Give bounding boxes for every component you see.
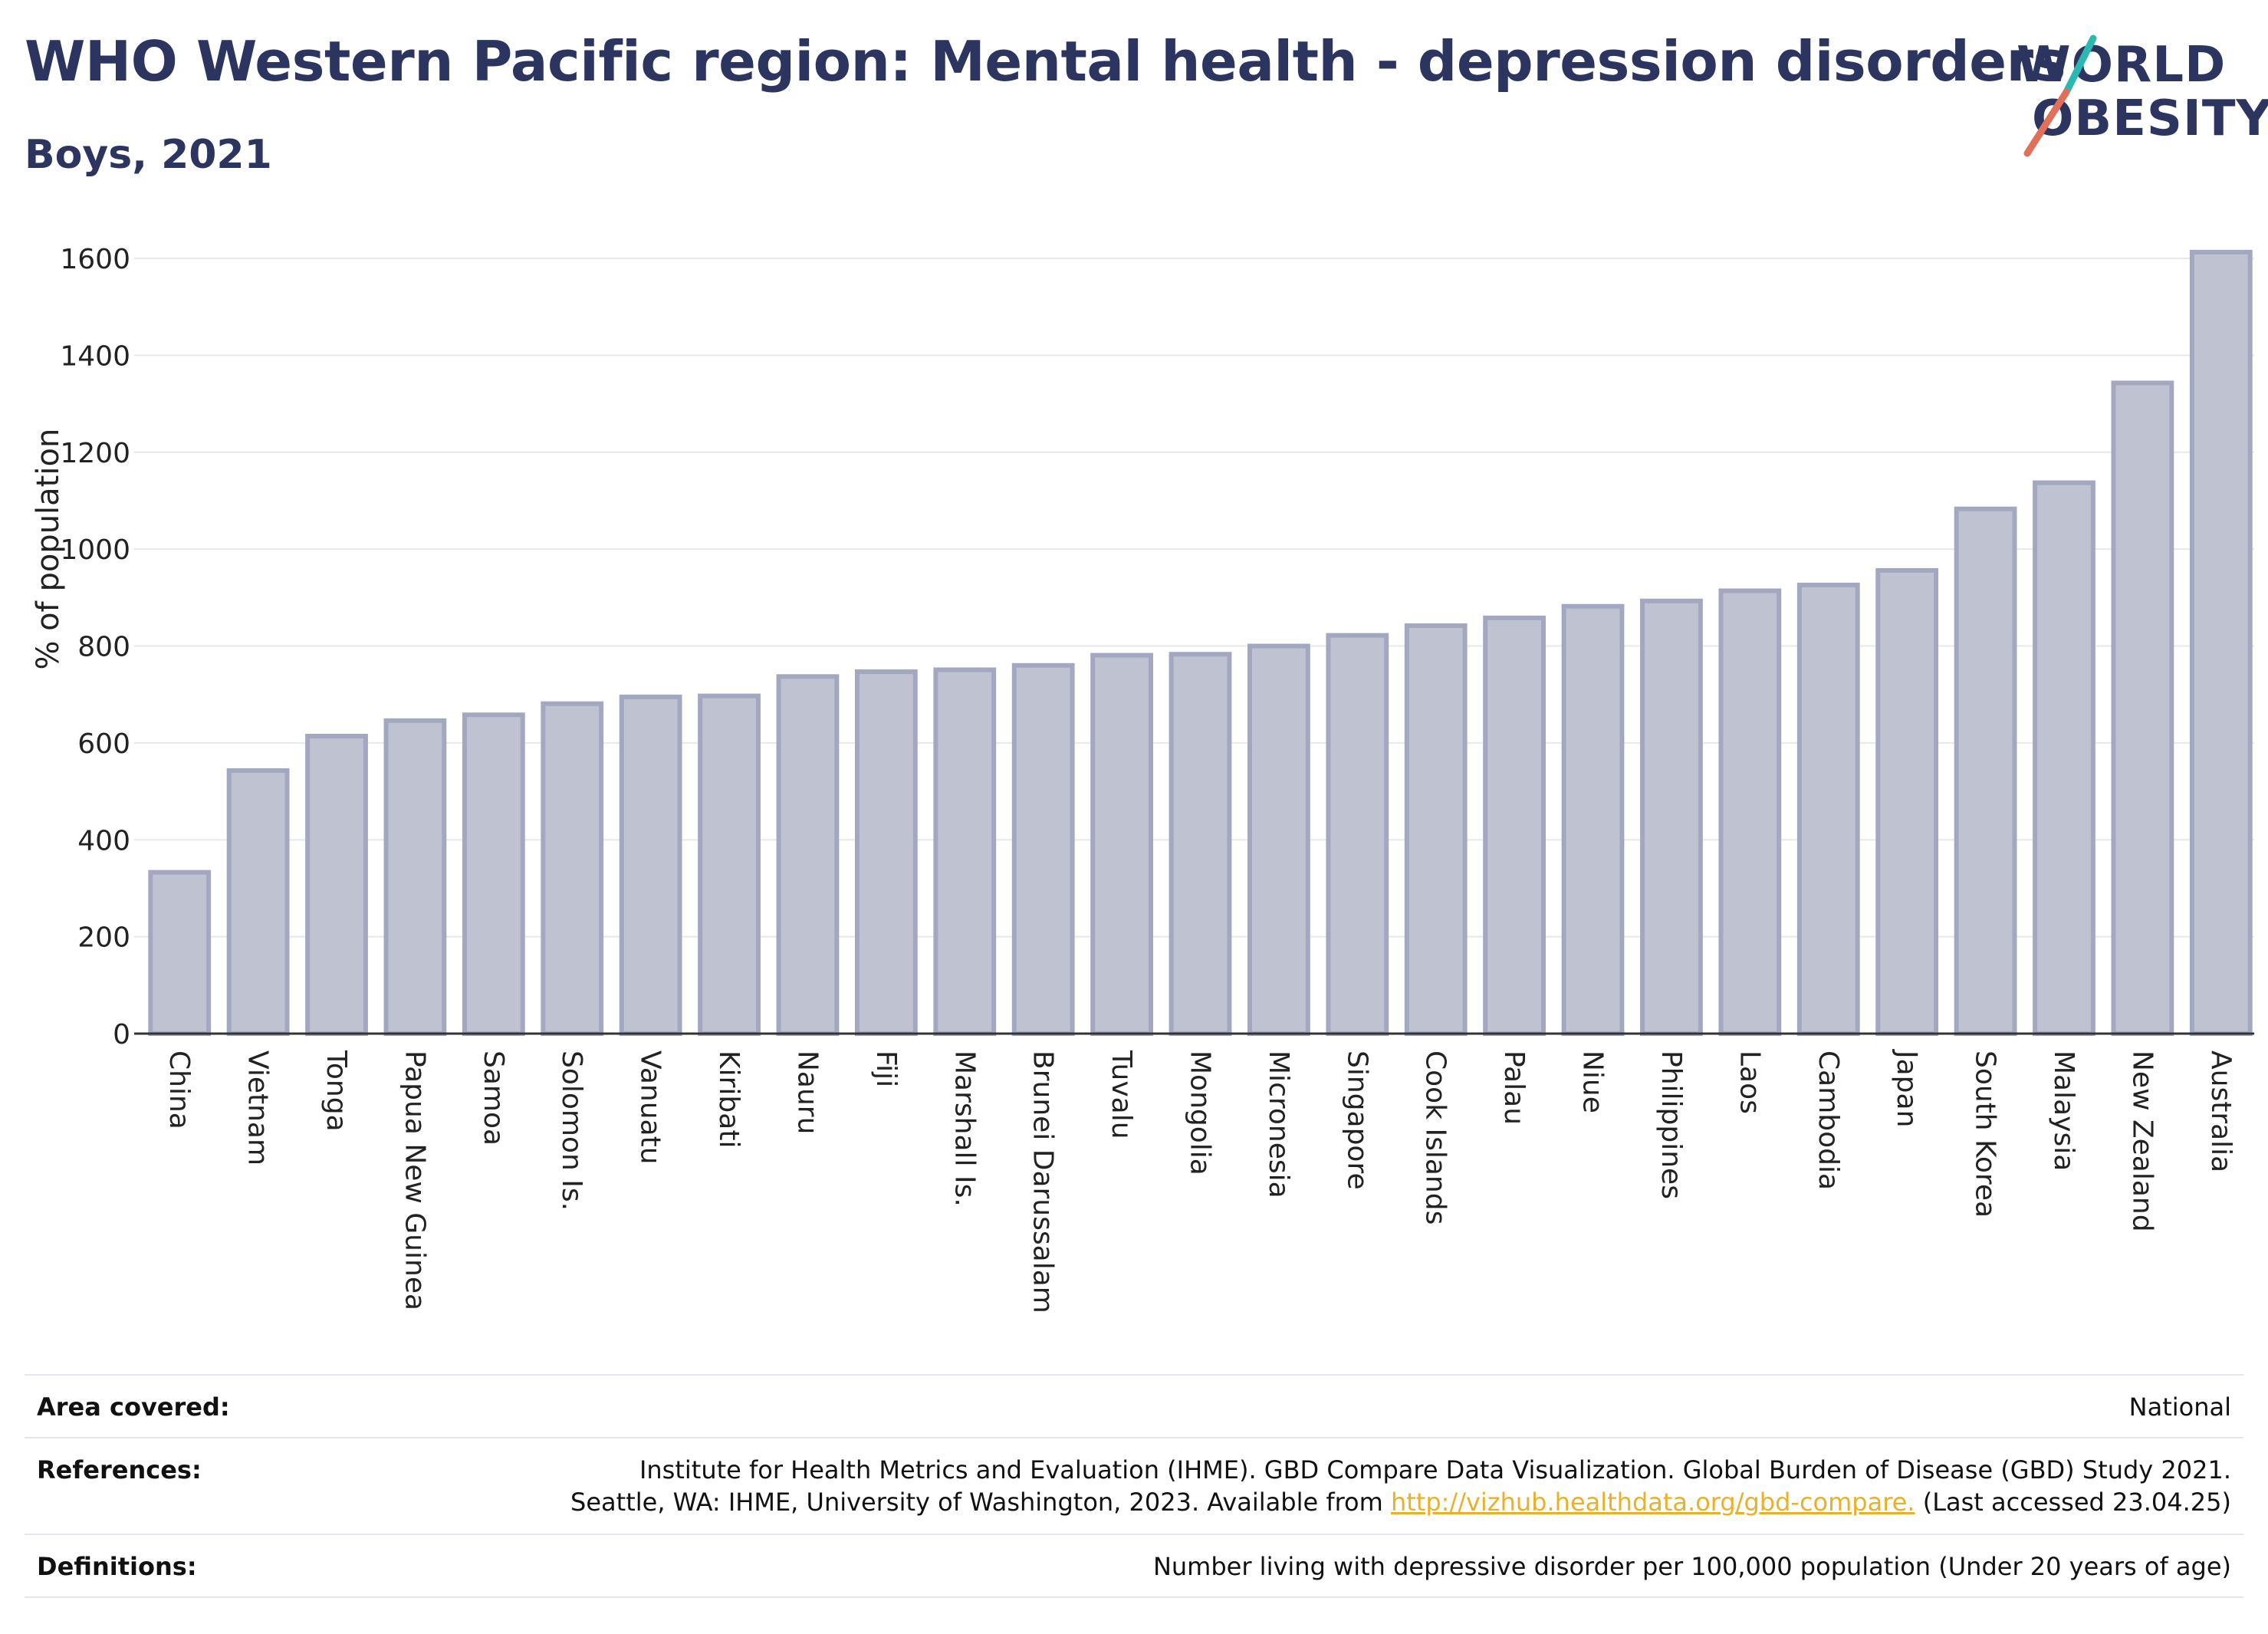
references-line-1: Institute for Health Metrics and Evaluat… [639, 1455, 2231, 1484]
x-tick-label: Marshall Is. [948, 1050, 980, 1207]
bar-chart: 0 200 400 600 800 1000 1200 1400 1600 China Vietn… [31, 244, 2254, 1313]
y-tick-label: 1600 [60, 244, 130, 275]
x-tick-label: Brunei Darussalam [1027, 1050, 1059, 1313]
page-title: WHO Western Pacific region: Mental healt… [25, 29, 2066, 94]
y-tick-label: 400 [77, 825, 130, 856]
y-tick-label: 0 [113, 1019, 130, 1050]
references-label: References: [37, 1455, 202, 1484]
references-text: Seattle, WA: IHME, University of Washing… [570, 1488, 1391, 1517]
x-tick-label: Micronesia [1263, 1050, 1294, 1198]
x-tick-label: Laos [1734, 1050, 1765, 1114]
bar-kiribati [698, 693, 761, 1036]
x-tick-label: Philippines [1655, 1050, 1687, 1199]
bar-malaysia [2033, 480, 2095, 1037]
bar-vietnam [226, 768, 290, 1036]
bar-micronesia [1247, 643, 1310, 1036]
y-tick-label: 600 [77, 728, 130, 760]
bar-palau [1483, 615, 1547, 1036]
y-tick-label: 800 [77, 632, 130, 663]
x-tick-label: Niue [1577, 1050, 1609, 1113]
x-tick-label: Malaysia [2048, 1050, 2079, 1171]
definitions-value: Number living with depressive disorder p… [1152, 1552, 2231, 1581]
x-tick-label: Solomon Is. [556, 1050, 587, 1211]
bar-marshall-is [933, 667, 997, 1036]
bars [148, 249, 2253, 1037]
x-tick-label: Mongolia [1185, 1050, 1216, 1175]
bar-australia [2189, 249, 2253, 1036]
x-axis-labels: China Vietnam Tonga Papua New Guinea Samoa So… [163, 1049, 2237, 1313]
x-tick-label: Japan [1891, 1049, 1922, 1127]
x-tick-label: Cook Islands [1420, 1050, 1451, 1225]
bar-south-korea [1954, 506, 2017, 1036]
bar-tonga [305, 734, 368, 1036]
bar-laos [1718, 588, 1782, 1036]
bar-philippines [1640, 598, 1703, 1036]
definitions-row: Definitions: Number living with depressi… [25, 1534, 2243, 1598]
x-tick-label: Palau [1498, 1050, 1530, 1125]
area-covered-row: Area covered: National [25, 1374, 2243, 1437]
bar-samoa [462, 712, 525, 1036]
bar-papua-new-guinea [383, 718, 447, 1037]
bar-vanuatu [619, 694, 682, 1036]
y-tick-label: 1400 [60, 340, 130, 372]
references-link[interactable]: http://vizhub.healthdata.org/gbd-compare… [1390, 1488, 1915, 1517]
bar-tuvalu [1090, 653, 1153, 1036]
x-tick-label: Samoa [478, 1050, 509, 1146]
logo-line-2: OBESITY [2032, 90, 2268, 147]
bar-cook-islands [1404, 623, 1468, 1036]
definitions-label: Definitions: [37, 1552, 197, 1581]
bar-cambodia [1796, 582, 1860, 1037]
world-obesity-logo: WORLD OBESITY [1994, 31, 2268, 169]
x-tick-label: Cambodia [1813, 1050, 1844, 1190]
logo-line-1: WORLD [2017, 37, 2227, 94]
x-tick-label: South Korea [1970, 1050, 2001, 1218]
bar-japan [1875, 567, 1939, 1036]
references-line-2: Seattle, WA: IHME, University of Washing… [570, 1488, 2231, 1517]
bar-singapore [1326, 633, 1389, 1036]
x-tick-label: Tuvalu [1106, 1050, 1137, 1139]
x-tick-label: Nauru [791, 1050, 823, 1134]
area-covered-value: National [2128, 1392, 2231, 1422]
x-tick-label: Vietnam [242, 1050, 274, 1165]
x-tick-label: Vanuatu [635, 1050, 666, 1165]
bar-brunei-darussalam [1011, 662, 1075, 1037]
y-axis-ticks: 0 200 400 600 800 1000 1200 1400 1600 [60, 244, 130, 1050]
y-tick-label: 200 [77, 922, 130, 954]
x-tick-label: Kiribati [713, 1050, 744, 1148]
x-tick-label: Australia [2205, 1050, 2237, 1172]
x-tick-label: Papua New Guinea [399, 1050, 430, 1310]
bar-new-zealand [2111, 380, 2174, 1037]
references-accessed: (Last accessed 23.04.25) [1915, 1488, 2231, 1517]
y-axis-label: % of population [31, 429, 66, 670]
x-tick-label: China [163, 1050, 195, 1129]
bar-niue [1561, 603, 1625, 1036]
y-tick-label: 1200 [60, 438, 130, 469]
x-tick-label: Tonga [320, 1050, 352, 1132]
x-tick-label: Singapore [1341, 1050, 1372, 1190]
bar-solomon-is [541, 701, 604, 1036]
bar-nauru [776, 674, 840, 1036]
bar-mongolia [1169, 652, 1232, 1036]
x-tick-label: Fiji [870, 1050, 902, 1087]
logo-slash-icon [2023, 35, 2097, 157]
x-tick-label: New Zealand [2126, 1050, 2158, 1232]
y-tick-label: 1000 [60, 534, 130, 566]
area-covered-label: Area covered: [37, 1392, 230, 1422]
page-subtitle: Boys, 2021 [25, 132, 272, 178]
bar-fiji [854, 669, 918, 1036]
references-row: References: Institute for Health Metrics… [25, 1437, 2243, 1534]
bar-china [148, 870, 212, 1036]
